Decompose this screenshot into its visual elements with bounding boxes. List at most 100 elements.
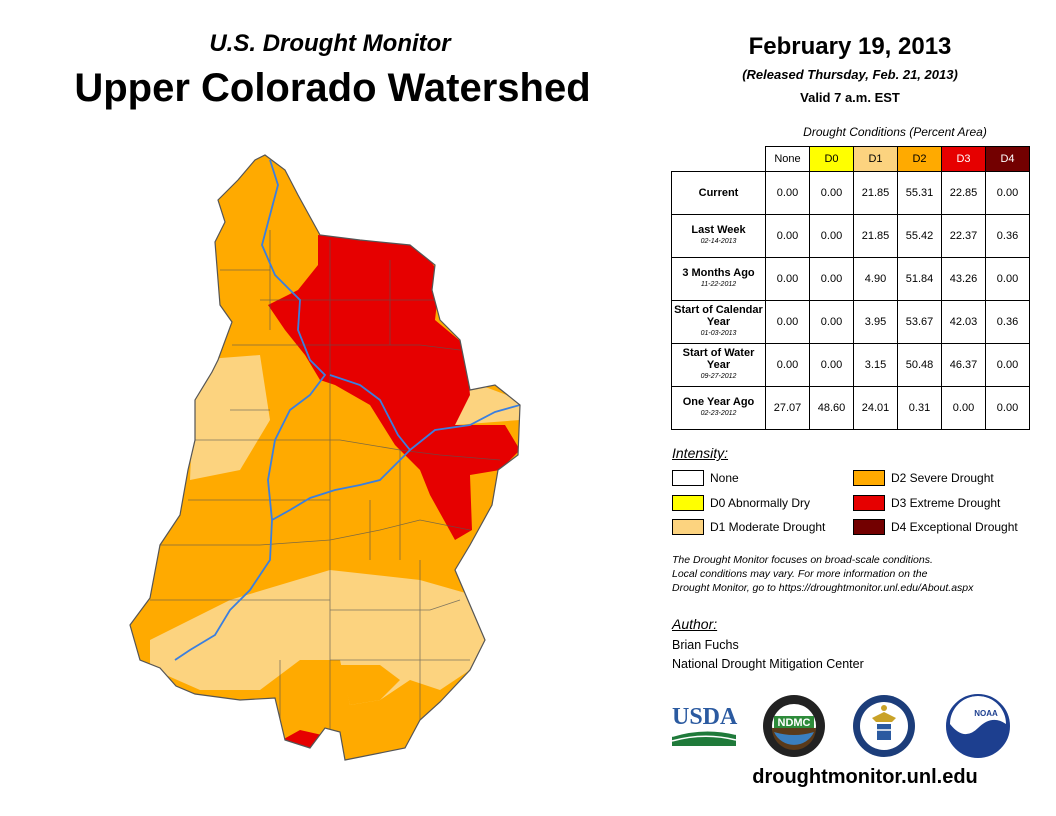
legend-swatch: [853, 470, 885, 486]
row-date: 01-03-2013: [700, 330, 737, 337]
table-cell: 50.48: [897, 343, 942, 387]
legend-label: D1 Moderate Drought: [710, 520, 826, 534]
legend-title: Intensity:: [672, 445, 729, 461]
col-header-d4: D4: [985, 146, 1030, 172]
legend-swatch: [672, 470, 704, 486]
col-header-d2: D2: [897, 146, 942, 172]
map-date: February 19, 2013: [748, 33, 952, 60]
row-label-text: Last Week: [691, 224, 746, 236]
release-date: (Released Thursday, Feb. 21, 2013): [742, 67, 958, 82]
table-cell: 3.15: [853, 343, 898, 387]
d3-region: [268, 235, 520, 540]
table-cell: 0.36: [985, 300, 1030, 344]
table-cell: 3.95: [853, 300, 898, 344]
table-row: Current 0.00 0.00 21.85 55.31 22.85 0.00: [671, 171, 1030, 215]
row-label-text: 3 Months Ago: [682, 267, 755, 279]
row-label-text: Start of Water Year: [682, 347, 755, 371]
ndmc-logo-text: NDMC: [778, 717, 811, 729]
table-cell: 55.42: [897, 214, 942, 258]
d3-region-north: [312, 205, 322, 222]
row-date: 02-23-2012: [700, 410, 737, 417]
legend-label: D4 Exceptional Drought: [891, 520, 1018, 534]
table-row: One Year Ago 02-23-2012 27.07 48.60 24.01…: [671, 386, 1030, 430]
table-cell: 0.00: [941, 386, 986, 430]
legend-label: D0 Abnormally Dry: [710, 496, 811, 510]
table-cell: 0.00: [765, 300, 810, 344]
d2-region-south: [340, 665, 400, 705]
table-cell: 46.37: [941, 343, 986, 387]
valid-time: Valid 7 a.m. EST: [800, 90, 900, 105]
disclaimer-note: The Drought Monitor focuses on broad-sca…: [672, 553, 1052, 595]
table-row: Start of Water Year 09-27-2012 0.00 0.00 …: [671, 343, 1030, 387]
table-cell: 0.00: [809, 214, 854, 258]
legend-label: None: [710, 471, 739, 485]
table-cell: 0.00: [985, 171, 1030, 215]
row-date: 09-27-2012: [700, 373, 737, 380]
colorado-river: [174, 159, 520, 661]
row-label-text: Start of Calendar Year: [674, 304, 763, 328]
table-cell: 21.85: [853, 214, 898, 258]
table-cell: 51.84: [897, 257, 942, 301]
legend-swatch: [672, 495, 704, 511]
row-label: Start of Water Year 09-27-2012: [671, 343, 766, 387]
county-boundaries: [150, 230, 501, 760]
table-cell: 0.36: [985, 214, 1030, 258]
usda-logo-text: USDA: [672, 704, 738, 730]
table-cell: 27.07: [765, 386, 810, 430]
d1-region-west: [190, 355, 270, 480]
table-cell: 24.01: [853, 386, 898, 430]
map-subtitle: U.S. Drought Monitor: [209, 30, 451, 57]
usda-logo: USDA: [671, 704, 738, 746]
table-cell: 0.00: [809, 300, 854, 344]
row-label: Current: [671, 171, 766, 215]
table-cell: 0.00: [765, 343, 810, 387]
table-cell: 0.00: [809, 257, 854, 301]
table-cell: 22.37: [941, 214, 986, 258]
table-cell: 53.67: [897, 300, 942, 344]
table-cell: 43.26: [941, 257, 986, 301]
table-corner: [672, 147, 766, 172]
noaa-logo-text: NOAA: [974, 709, 998, 718]
table-row: Last Week 02-14-2013 0.00 0.00 21.85 55.4…: [671, 214, 1030, 258]
col-header-none: None: [765, 146, 810, 172]
table-cell: 4.90: [853, 257, 898, 301]
author-name: Brian Fuchs: [672, 638, 739, 652]
watershed-boundary: [129, 154, 521, 761]
commerce-seal-logo: [853, 695, 915, 757]
table-cell: 21.85: [853, 171, 898, 215]
legend-label: D3 Extreme Drought: [891, 496, 1001, 510]
ndmc-logo: NDMC: [763, 695, 825, 757]
col-header-d3: D3: [941, 146, 986, 172]
table-cell: 0.00: [985, 257, 1030, 301]
noaa-logo: NOAA: [946, 694, 1010, 758]
table-cell: 0.00: [765, 257, 810, 301]
col-header-d1: D1: [853, 146, 898, 172]
legend-label: D2 Severe Drought: [891, 471, 994, 485]
col-header-d0: D0: [809, 146, 854, 172]
table-cell: 55.31: [897, 171, 942, 215]
legend-swatch: [672, 519, 704, 535]
website-url[interactable]: droughtmonitor.unl.edu: [752, 766, 978, 788]
table-header-row: None D0 D1 D2 D3 D4: [672, 146, 1030, 172]
row-label: 3 Months Ago 11-22-2012: [671, 257, 766, 301]
map-title: Upper Colorado Watershed: [74, 66, 591, 110]
legend-item-d3: D3 Extreme Drought: [853, 495, 1000, 511]
table-cell: 0.00: [765, 171, 810, 215]
author-org: National Drought Mitigation Center: [672, 657, 864, 671]
row-date: 11-22-2012: [700, 281, 737, 288]
table-cell: 42.03: [941, 300, 986, 344]
table-cell: 0.00: [985, 343, 1030, 387]
table-cell: 0.00: [809, 343, 854, 387]
legend-item-none: None: [672, 470, 739, 486]
table-cell: 0.00: [809, 171, 854, 215]
drought-conditions-table: None D0 D1 D2 D3 D4 Current 0.00 0.00 21…: [671, 146, 1030, 430]
table-caption: Drought Conditions (Percent Area): [803, 125, 987, 139]
note-line: Drought Monitor, go to https://droughtmo…: [672, 582, 974, 594]
row-label: One Year Ago 02-23-2012: [671, 386, 766, 430]
row-date: 02-14-2013: [700, 238, 737, 245]
table-cell: 0.00: [985, 386, 1030, 430]
table-row: 3 Months Ago 11-22-2012 0.00 0.00 4.90 51…: [671, 257, 1030, 301]
table-cell: 0.31: [897, 386, 942, 430]
row-label-text: One Year Ago: [682, 396, 755, 408]
row-label: Start of Calendar Year 01-03-2013: [671, 300, 766, 344]
